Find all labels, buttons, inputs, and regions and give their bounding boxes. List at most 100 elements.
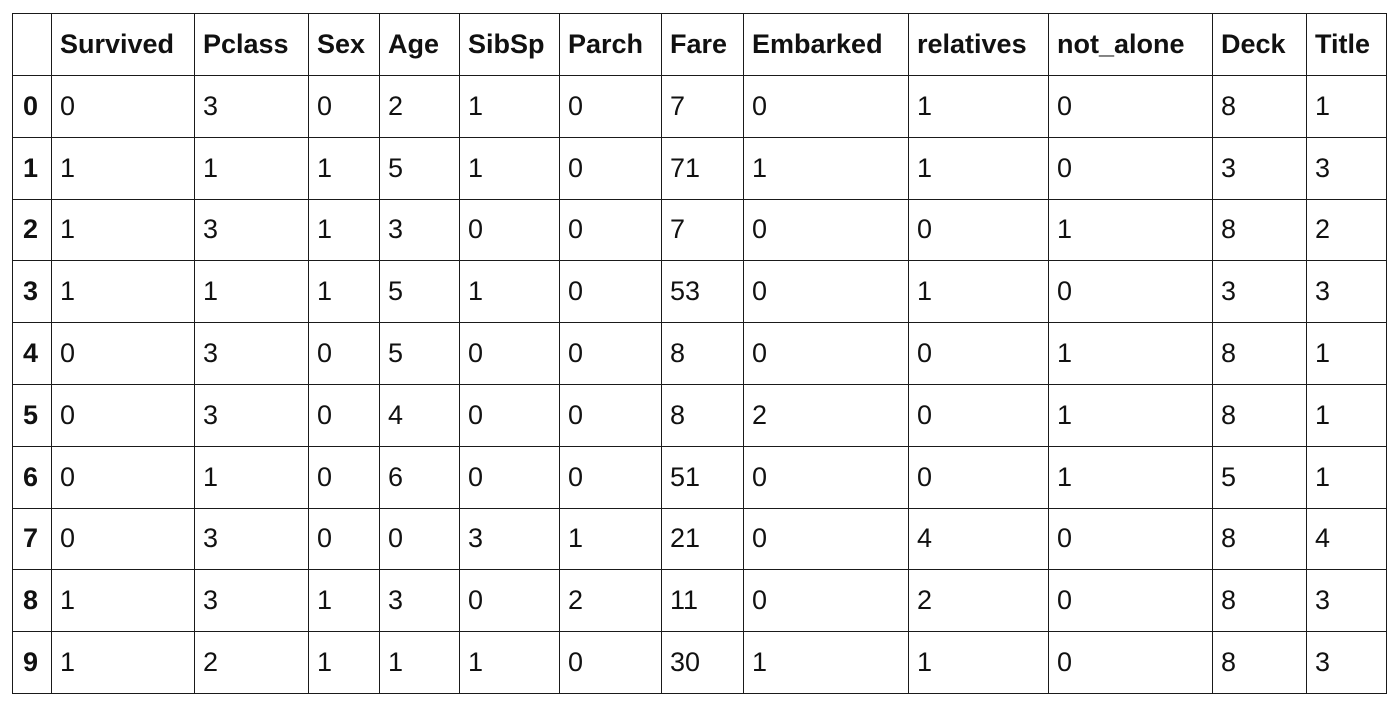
cell-title: 3 — [1306, 569, 1387, 633]
cell-sex: 0 — [308, 445, 380, 509]
cell-sibsp: 0 — [459, 383, 560, 447]
cell-relatives: 0 — [908, 445, 1049, 509]
cell-deck: 3 — [1212, 136, 1307, 200]
column-header-parch: Parch — [559, 13, 662, 76]
cell-sibsp: 0 — [459, 445, 560, 509]
cell-deck: 8 — [1212, 75, 1307, 138]
cell-relatives: 1 — [908, 136, 1049, 200]
cell-title: 3 — [1306, 260, 1387, 324]
cell-age: 5 — [379, 260, 460, 324]
cell-relatives: 0 — [908, 198, 1049, 262]
cell-not-alone: 0 — [1048, 75, 1213, 138]
cell-relatives: 1 — [908, 75, 1049, 138]
cell-sex: 1 — [308, 631, 380, 694]
cell-pclass: 3 — [194, 198, 309, 262]
cell-parch: 0 — [559, 198, 662, 262]
cell-sibsp: 0 — [459, 569, 560, 633]
row-index-cell: 5 — [12, 383, 52, 447]
cell-age: 4 — [379, 383, 460, 447]
cell-sibsp: 0 — [459, 198, 560, 262]
cell-age: 6 — [379, 445, 460, 509]
cell-parch: 0 — [559, 631, 662, 694]
cell-fare: 11 — [661, 569, 744, 633]
cell-sex: 0 — [308, 322, 380, 385]
row-index-cell: 6 — [12, 445, 52, 509]
row-index-cell: 1 — [12, 136, 52, 200]
cell-sex: 0 — [308, 75, 380, 138]
column-header-not-alone: not_alone — [1048, 13, 1213, 76]
cell-survived: 1 — [51, 631, 195, 694]
row-index-cell: 8 — [12, 569, 52, 633]
cell-embarked: 0 — [743, 75, 909, 138]
cell-pclass: 3 — [194, 383, 309, 447]
table-row: 9 1 2 1 1 1 0 30 1 1 0 8 3 — [12, 631, 1387, 694]
cell-embarked: 0 — [743, 198, 909, 262]
cell-survived: 0 — [51, 507, 195, 571]
cell-sex: 0 — [308, 507, 380, 571]
cell-not-alone: 0 — [1048, 136, 1213, 200]
cell-fare: 7 — [661, 75, 744, 138]
cell-deck: 3 — [1212, 260, 1307, 324]
cell-survived: 1 — [51, 569, 195, 633]
cell-age: 3 — [379, 198, 460, 262]
cell-parch: 1 — [559, 507, 662, 571]
column-header-deck: Deck — [1212, 13, 1307, 76]
cell-age: 3 — [379, 569, 460, 633]
cell-survived: 1 — [51, 198, 195, 262]
cell-survived: 1 — [51, 260, 195, 324]
table-row: 1 1 1 1 5 1 0 71 1 1 0 3 3 — [12, 136, 1387, 200]
cell-pclass: 3 — [194, 507, 309, 571]
cell-sibsp: 1 — [459, 136, 560, 200]
cell-title: 2 — [1306, 198, 1387, 262]
cell-title: 3 — [1306, 631, 1387, 694]
column-header-pclass: Pclass — [194, 13, 309, 76]
cell-sex: 1 — [308, 198, 380, 262]
cell-parch: 0 — [559, 260, 662, 324]
cell-fare: 30 — [661, 631, 744, 694]
cell-embarked: 0 — [743, 507, 909, 571]
cell-parch: 0 — [559, 383, 662, 447]
table-row: 6 0 1 0 6 0 0 51 0 0 1 5 1 — [12, 445, 1387, 509]
cell-survived: 1 — [51, 136, 195, 200]
cell-relatives: 0 — [908, 383, 1049, 447]
cell-parch: 0 — [559, 322, 662, 385]
row-index-cell: 0 — [12, 75, 52, 138]
cell-deck: 8 — [1212, 198, 1307, 262]
cell-title: 1 — [1306, 322, 1387, 385]
cell-deck: 8 — [1212, 383, 1307, 447]
cell-fare: 71 — [661, 136, 744, 200]
cell-title: 3 — [1306, 136, 1387, 200]
cell-age: 0 — [379, 507, 460, 571]
cell-sex: 1 — [308, 136, 380, 200]
cell-embarked: 0 — [743, 260, 909, 324]
cell-pclass: 1 — [194, 445, 309, 509]
cell-sex: 1 — [308, 260, 380, 324]
cell-pclass: 3 — [194, 569, 309, 633]
header-row: Survived Pclass Sex Age SibSp Parch Fare Embark… — [12, 13, 1387, 76]
cell-title: 4 — [1306, 507, 1387, 571]
cell-deck: 5 — [1212, 445, 1307, 509]
cell-relatives: 0 — [908, 322, 1049, 385]
cell-parch: 0 — [559, 445, 662, 509]
dataframe-table: Survived Pclass Sex Age SibSp Parch Fare Embark… — [12, 13, 1387, 694]
cell-title: 1 — [1306, 75, 1387, 138]
cell-age: 5 — [379, 322, 460, 385]
column-header-age: Age — [379, 13, 460, 76]
column-header-embarked: Embarked — [743, 13, 909, 76]
cell-not-alone: 1 — [1048, 383, 1213, 447]
cell-deck: 8 — [1212, 507, 1307, 571]
column-header-sex: Sex — [308, 13, 380, 76]
cell-deck: 8 — [1212, 322, 1307, 385]
cell-deck: 8 — [1212, 631, 1307, 694]
cell-relatives: 1 — [908, 631, 1049, 694]
cell-not-alone: 0 — [1048, 631, 1213, 694]
table-row: 8 1 3 1 3 0 2 11 0 2 0 8 3 — [12, 569, 1387, 633]
cell-parch: 0 — [559, 136, 662, 200]
cell-fare: 8 — [661, 383, 744, 447]
cell-title: 1 — [1306, 445, 1387, 509]
cell-parch: 2 — [559, 569, 662, 633]
cell-fare: 8 — [661, 322, 744, 385]
